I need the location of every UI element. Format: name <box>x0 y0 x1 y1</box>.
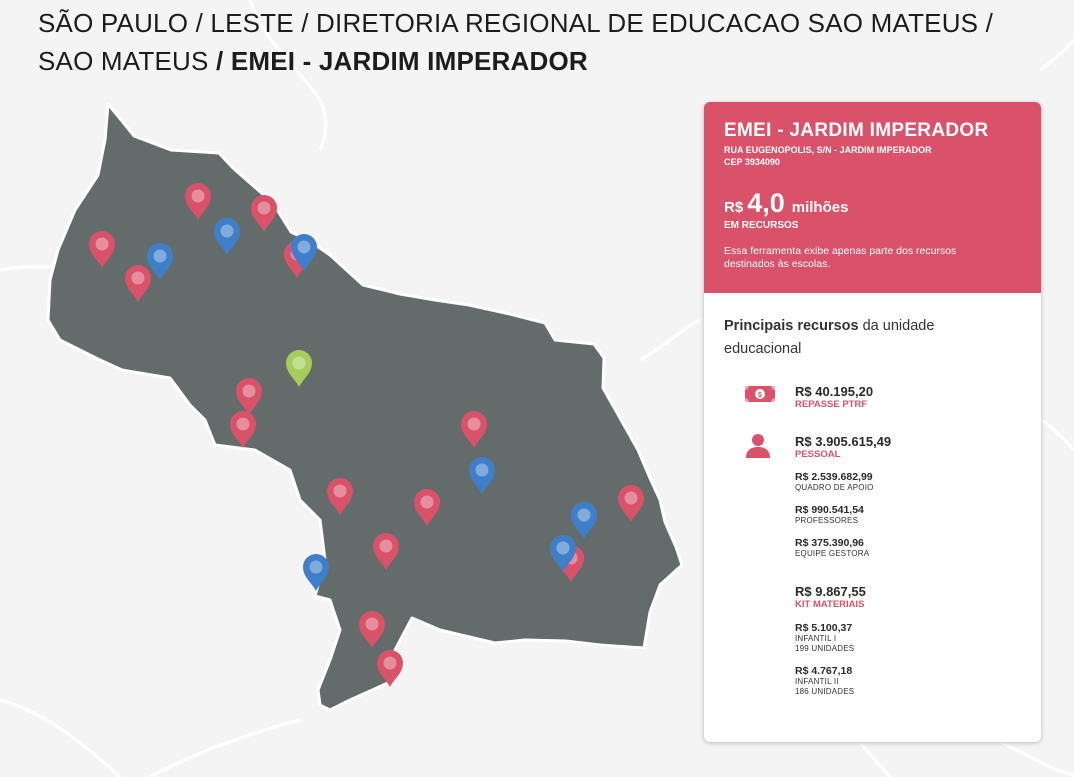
panel-body: Principais recursos da unidade educacion… <box>704 293 1041 361</box>
panel-header: EMEI - JARDIM IMPERADOR RUA EUGENOPOLIS,… <box>704 102 1041 293</box>
sub-resource: R$ 4.767,18 INFANTIL II 186 UNIDADES <box>795 665 854 697</box>
sub-resource-units: 199 UNIDADES <box>795 644 855 653</box>
sub-resource-value: R$ 990.541,54 <box>795 504 864 516</box>
sub-resource-value: R$ 2.539.682,99 <box>795 471 873 483</box>
sub-resource-value: R$ 5.100,37 <box>795 622 853 634</box>
section-title: Principais recursos da unidade educacion… <box>724 315 974 361</box>
school-info-panel: EMEI - JARDIM IMPERADOR RUA EUGENOPOLIS,… <box>704 102 1041 742</box>
resource-label: PESSOAL <box>795 449 841 460</box>
sub-resource-label: INFANTIL I <box>795 634 837 643</box>
breadcrumb: SÃO PAULO / LESTE / DIRETORIA REGIONAL D… <box>38 4 998 80</box>
section-title-bold: Principais recursos <box>724 318 859 334</box>
disclaimer-text: Essa ferramenta exibe apenas parte dos r… <box>724 245 957 270</box>
sub-resource: R$ 990.541,54 PROFESSORES <box>795 504 864 526</box>
sub-resource-label: QUADRO DE APOIO <box>795 483 874 492</box>
total-unit: milhões <box>791 199 849 216</box>
resource-value: R$ 40.195,20 <box>795 384 874 399</box>
district-region[interactable] <box>46 102 684 712</box>
sub-resource-label: EQUIPE GESTORA <box>795 549 870 558</box>
sub-resource-label: INFANTIL II <box>795 677 839 686</box>
sub-resource-units: 186 UNIDADES <box>795 687 855 696</box>
total-value: 4,0 <box>747 188 785 218</box>
school-address: RUA EUGENOPOLIS, S/N - JARDIM IMPERADOR <box>724 145 932 155</box>
sub-resource: R$ 375.390,96 EQUIPE GESTORA <box>795 537 869 559</box>
person-icon <box>746 434 770 458</box>
resource-value: R$ 9.867,55 <box>795 584 866 599</box>
total-label: EM RECURSOS <box>724 220 799 231</box>
resource-label: REPASSE PTRF <box>795 399 868 410</box>
svg-text:$: $ <box>758 392 762 399</box>
breadcrumb-path[interactable]: SÃO PAULO / LESTE / DIRETORIA REGIONAL D… <box>38 8 994 76</box>
money-bill-icon: $ <box>745 386 775 402</box>
resource-label: KIT MATERIAIS <box>795 599 865 610</box>
sub-resource: R$ 2.539.682,99 QUADRO DE APOIO <box>795 471 874 493</box>
total-currency: R$ <box>724 199 744 216</box>
school-name: EMEI - JARDIM IMPERADOR <box>724 120 989 141</box>
section-title-rest: da unidade educacional <box>724 318 935 357</box>
resource-ptrf: R$ 40.195,20 REPASSE PTRF <box>795 384 874 411</box>
resource-pessoal: R$ 3.905.615,49 PESSOAL <box>795 434 892 461</box>
total-resources: R$ 4,0 milhões <box>724 188 1021 219</box>
sub-resource-value: R$ 4.767,18 <box>795 665 853 677</box>
resource-kit-materiais: R$ 9.867,55 KIT MATERIAIS <box>795 584 866 611</box>
sub-resource-label: PROFESSORES <box>795 516 859 525</box>
breadcrumb-current: / EMEI - JARDIM IMPERADOR <box>208 46 588 76</box>
resource-value: R$ 3.905.615,49 <box>795 434 892 449</box>
sub-resource: R$ 5.100,37 INFANTIL I 199 UNIDADES <box>795 622 854 654</box>
sub-resource-value: R$ 375.390,96 <box>795 537 864 549</box>
school-cep: CEP 3934090 <box>724 157 780 167</box>
